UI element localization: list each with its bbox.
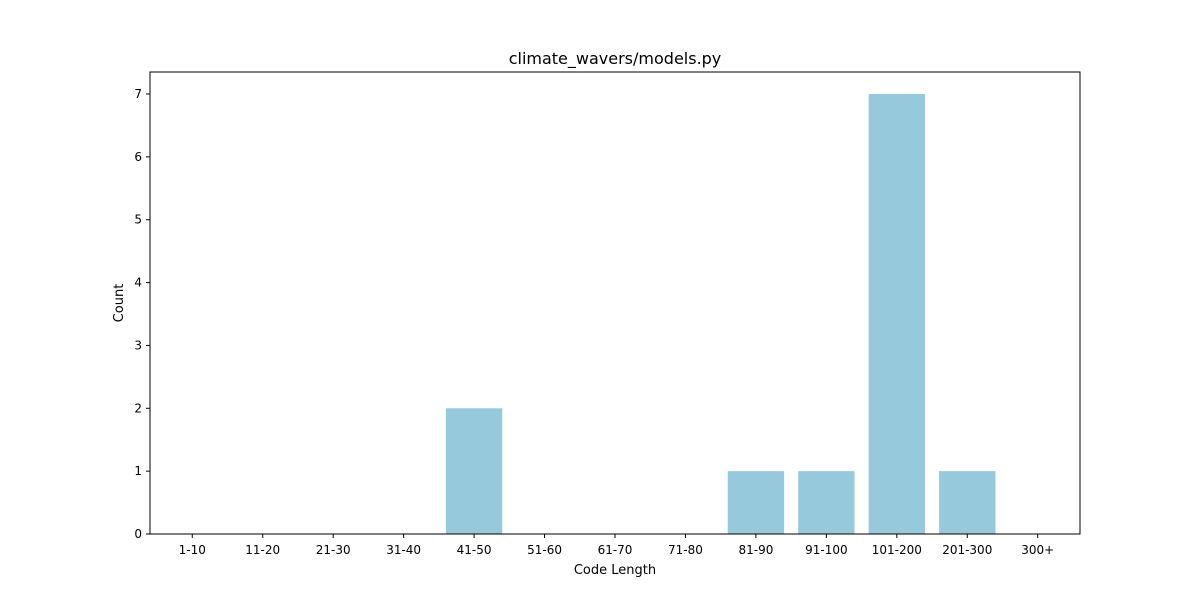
x-tick-label: 1-10 [179, 543, 206, 557]
bar-101-200 [868, 94, 925, 534]
x-tick-label: 21-30 [316, 543, 351, 557]
x-tick-label: 91-100 [805, 543, 848, 557]
y-tick-label: 3 [134, 338, 142, 352]
x-tick-label: 71-80 [668, 543, 703, 557]
x-axis-label: Code Length [574, 563, 656, 578]
y-tick-label: 0 [134, 527, 142, 541]
bars-group [445, 94, 996, 534]
chart-title: climate_wavers/models.py [509, 49, 722, 69]
x-tick-label: 81-90 [738, 543, 773, 557]
x-tick-label: 101-200 [872, 543, 922, 557]
bar-81-90 [727, 471, 785, 534]
plot-frame [149, 71, 1081, 535]
y-axis-ticks: 0 1 2 3 4 5 6 7 [134, 87, 150, 541]
y-tick-label: 1 [134, 464, 142, 478]
x-tick-label: 61-70 [598, 543, 633, 557]
x-tick-label: 201-300 [942, 543, 992, 557]
y-axis-label: Count [112, 284, 127, 323]
x-axis-ticks: 1-10 11-20 21-30 31-40 41-50 51-60 61-70 71-80 8… [179, 534, 1054, 557]
y-tick-label: 2 [134, 401, 142, 415]
x-tick-label: 300+ [1021, 543, 1054, 557]
y-tick-label: 4 [134, 276, 142, 290]
bar-91-100 [798, 471, 855, 534]
bar-41-50 [445, 408, 503, 534]
x-tick-label: 51-60 [527, 543, 562, 557]
y-tick-label: 5 [134, 213, 142, 227]
x-tick-label: 11-20 [245, 543, 280, 557]
x-tick-label: 41-50 [457, 543, 492, 557]
y-tick-label: 7 [134, 87, 142, 101]
y-tick-label: 6 [134, 150, 142, 164]
x-tick-label: 31-40 [386, 543, 421, 557]
bar-201-300 [939, 471, 996, 534]
